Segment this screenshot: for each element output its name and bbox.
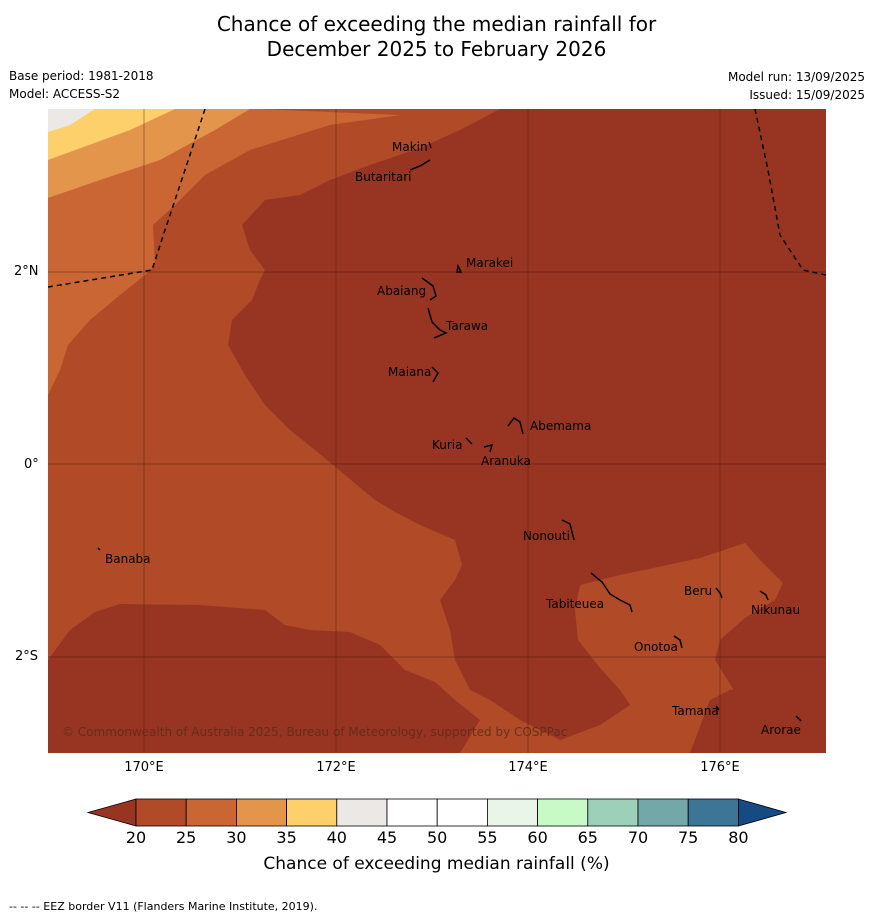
colorbar-segment — [486, 798, 538, 827]
band-below-20-southeast — [690, 680, 826, 753]
colorbar-segment — [235, 798, 287, 827]
colorbar-tick-label: 50 — [427, 828, 448, 847]
colorbar-tick-label: 20 — [125, 828, 147, 847]
colorbar-segment — [386, 798, 438, 827]
title-line-1: Chance of exceeding the median rainfall … — [216, 12, 657, 36]
colorbar-segment — [637, 798, 689, 827]
lat-label-0: 0° — [24, 457, 39, 472]
label-tabiteuea: Tabiteuea — [545, 597, 604, 611]
onotoa-atoll — [673, 635, 683, 649]
colorbar-arrow-low — [86, 798, 137, 827]
band-35-40 — [48, 109, 175, 160]
lat-label-2n: 2°N — [14, 264, 39, 279]
colorbar-segments — [86, 798, 788, 827]
nonouti-atoll — [561, 519, 575, 541]
lat-label-2s: 2°S — [15, 649, 39, 664]
banaba-island — [97, 547, 101, 551]
colorbar — [86, 798, 788, 827]
band-below-20-core — [228, 109, 826, 753]
colorbar-tick-label: 65 — [577, 828, 598, 847]
label-maiana: Maiana — [388, 365, 431, 379]
label-tamana: Tamana — [671, 704, 719, 718]
nikunau-atoll — [759, 590, 769, 601]
label-nonouti: Nonouti — [523, 529, 570, 543]
issued-date: Issued: 15/09/2025 — [749, 88, 865, 102]
label-abemama: Abemama — [530, 419, 591, 433]
colorbar-tick-label: 25 — [176, 828, 197, 847]
colorbar-label: Chance of exceeding median rainfall (%) — [263, 854, 610, 874]
label-beru: Beru — [684, 584, 712, 598]
colorbar-segment — [436, 798, 488, 827]
lon-label-176e: 176°E — [700, 760, 740, 775]
meta-right: Model run: 13/09/2025 Issued: 15/09/2025 — [728, 68, 865, 104]
colorbar-tick-label: 55 — [477, 828, 498, 847]
colorbar-tick-label: 70 — [627, 828, 649, 847]
tarawa-atoll — [427, 307, 448, 339]
colorbar-segment — [336, 798, 388, 827]
title-line-2: December 2025 to February 2026 — [266, 37, 607, 61]
label-butaritari: Butaritari — [355, 170, 412, 184]
meta-left: Base period: 1981-2018 Model: ACCESS-S2 — [9, 67, 154, 103]
band-below-20-south — [48, 604, 480, 753]
colorbar-arrow-high — [738, 798, 788, 827]
label-arorae: Arorae — [761, 723, 801, 737]
tabiteuea-atoll — [590, 572, 633, 613]
label-aranuka: Aranuka — [481, 454, 531, 468]
colorbar-tick-label: 40 — [326, 828, 347, 847]
band-40-45 — [48, 109, 95, 132]
colorbar-tick-label: 60 — [527, 828, 548, 847]
arorae-island — [795, 715, 802, 722]
colorbar-segment — [286, 798, 338, 827]
copyright-notice: © Commonwealth of Australia 2025, Bureau… — [62, 725, 567, 739]
colorbar-segment — [185, 798, 237, 827]
eez-border — [48, 109, 826, 288]
colorbar-segment — [687, 798, 739, 827]
map-title: Chance of exceeding the median rainfall … — [0, 12, 873, 62]
aranuka-atoll — [483, 443, 494, 453]
label-abaiang: Abaiang — [377, 284, 426, 298]
eez-footnote: -- -- -- EEZ border V11 (Flanders Marine… — [9, 900, 318, 913]
colorbar-tick-label: 30 — [226, 828, 247, 847]
lon-label-172e: 172°E — [316, 760, 356, 775]
butaritari-atoll — [409, 159, 431, 171]
maiana-atoll — [431, 366, 439, 383]
label-banaba: Banaba — [105, 552, 151, 566]
lon-label-174e: 174°E — [508, 760, 548, 775]
label-kuria: Kuria — [432, 438, 463, 452]
colorbar-tick-label: 35 — [276, 828, 297, 847]
island-outlines — [97, 141, 802, 722]
beru-atoll — [715, 587, 723, 599]
marakei-atoll — [456, 263, 463, 273]
tamana-island — [715, 705, 720, 711]
base-period: Base period: 1981-2018 — [9, 69, 154, 83]
lon-label-170e: 170°E — [124, 760, 164, 775]
label-marakei: Marakei — [466, 256, 513, 270]
colorbar-tick-label: 80 — [728, 828, 749, 847]
label-tarawa: Tarawa — [445, 319, 488, 333]
abemama-atoll — [507, 416, 524, 435]
graticule — [48, 109, 826, 753]
model-run: Model run: 13/09/2025 — [727, 70, 865, 84]
colorbar-tick-label: 45 — [376, 828, 398, 847]
colorbar-segment — [135, 798, 187, 827]
abaiang-atoll — [421, 277, 437, 301]
kuria-atoll — [465, 437, 473, 445]
colorbar-segment — [587, 798, 639, 827]
model-name: Model: ACCESS-S2 — [9, 87, 121, 101]
colorbar-segment — [537, 798, 589, 827]
colorbar-tick-label: 75 — [678, 828, 699, 847]
label-makin: Makin — [392, 140, 428, 154]
island-labels: Makin Butaritari Marakei Abaiang Tarawa … — [105, 140, 801, 737]
label-nikunau: Nikunau — [751, 603, 800, 617]
makin-atoll — [428, 141, 432, 149]
label-onotoa: Onotoa — [634, 640, 678, 654]
